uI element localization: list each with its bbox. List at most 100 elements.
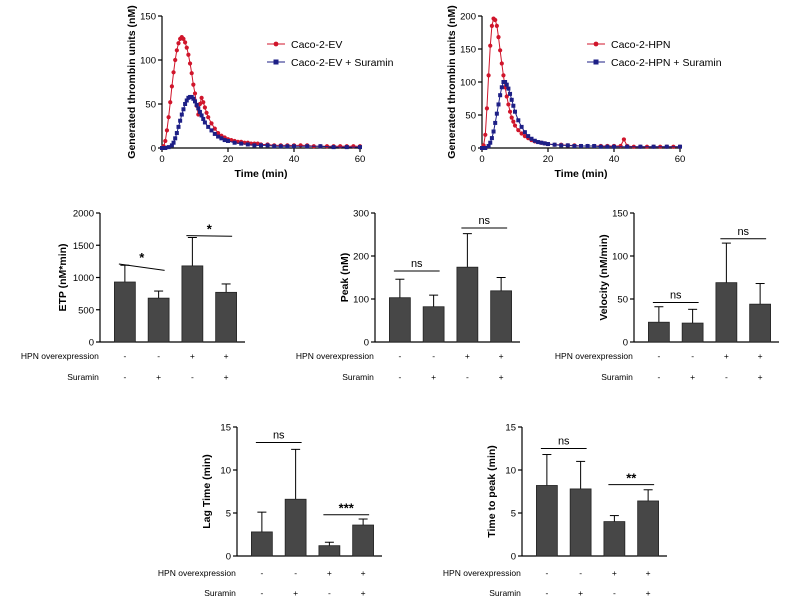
- data-point: [179, 112, 184, 117]
- data-point: [499, 85, 504, 90]
- data-point: [173, 136, 178, 141]
- data-point: [187, 61, 193, 66]
- y-tick-label: 0: [89, 338, 94, 349]
- data-point: [499, 61, 504, 66]
- data-point: [206, 124, 211, 129]
- bar: [251, 531, 273, 557]
- factor-table: HPN overexpression Suramin - - - + + - + +: [555, 351, 763, 382]
- data-point: [168, 100, 173, 105]
- thrombin-curve-chart-tg1: 0 50 100 150 0 20 40 60 Time (min) Generated thro…: [126, 5, 394, 180]
- data-point: [174, 48, 179, 53]
- suramin-sign: +: [758, 372, 763, 382]
- y-axis-title: Generated thrombin units (nM): [446, 5, 458, 158]
- data-point: [484, 106, 490, 111]
- data-point: [552, 142, 557, 147]
- suramin-label: Suramin: [342, 372, 374, 382]
- y-tick-label: 100: [460, 78, 476, 89]
- data-point: [163, 146, 168, 150]
- series-suramin: [160, 94, 362, 150]
- data-point: [194, 102, 199, 107]
- hpn-sign: +: [465, 351, 470, 361]
- data-point: [488, 43, 493, 48]
- suramin-label: Suramin: [601, 372, 633, 382]
- data-point: [176, 124, 181, 129]
- bar-chart-peak: 0 100 200 300 Peak (nM) ns ns HPN overexpressio…: [296, 209, 520, 382]
- data-point: [201, 100, 206, 105]
- y-tick-label: 150: [460, 45, 476, 56]
- y-tick-label: 50: [145, 100, 156, 111]
- data-point: [488, 140, 493, 145]
- data-point: [493, 17, 498, 23]
- hpn-sign: +: [190, 351, 195, 361]
- y-tick-label: 15: [505, 423, 516, 434]
- suramin-sign: -: [191, 372, 194, 382]
- y-tick-label: 0: [151, 144, 156, 155]
- y-axis-title: Time to peak (min): [486, 445, 498, 538]
- data-point: [638, 144, 643, 149]
- bar: [215, 291, 237, 343]
- data-point: [542, 141, 547, 146]
- bar-chart-ttp: 0 5 10 15 Time to peak (min) ns ** HPN overexpr…: [443, 423, 667, 598]
- data-point: [212, 131, 217, 136]
- data-point: [504, 82, 509, 87]
- data-point: [651, 144, 656, 149]
- hpn-sign: -: [260, 568, 263, 578]
- x-tick-label: 40: [609, 154, 620, 165]
- x-tick-label: 60: [675, 154, 686, 165]
- y-tick-label: 150: [612, 209, 628, 220]
- data-point: [209, 121, 214, 126]
- bar: [456, 266, 479, 343]
- data-point: [232, 140, 237, 145]
- suramin-sign: +: [361, 588, 366, 598]
- y-tick-label: 150: [140, 12, 156, 23]
- data-point: [239, 141, 244, 146]
- y-tick-label: 0: [364, 338, 369, 349]
- data-point: [166, 145, 171, 150]
- hpn-overexpression-label: HPN overexpression: [555, 351, 633, 361]
- data-point: [486, 144, 491, 149]
- data-point: [536, 140, 541, 145]
- data-point: [193, 99, 197, 104]
- data-point: [489, 23, 494, 28]
- significance-label: ns: [737, 226, 749, 238]
- significance-bracket: [186, 235, 233, 237]
- bar: [536, 485, 558, 557]
- y-tick-label: 1000: [73, 273, 94, 284]
- data-point: [486, 73, 491, 78]
- suramin-sign: +: [690, 372, 695, 382]
- data-point: [176, 41, 181, 46]
- data-point: [183, 40, 188, 45]
- data-point: [579, 144, 583, 149]
- data-point: [498, 93, 503, 98]
- data-point: [163, 138, 168, 144]
- hpn-sign: +: [646, 568, 651, 578]
- data-point: [226, 138, 230, 143]
- legend-label: Caco-2-EV: [291, 39, 342, 51]
- data-point: [513, 109, 517, 114]
- hpn-sign: +: [499, 351, 504, 361]
- bar: [637, 500, 659, 557]
- y-tick-label: 50: [465, 111, 476, 122]
- data-point: [351, 144, 356, 149]
- data-point: [173, 57, 178, 63]
- series-suramin: [480, 80, 682, 150]
- data-point: [186, 52, 191, 57]
- hpn-sign: +: [224, 351, 229, 361]
- suramin-label: Suramin: [67, 372, 99, 382]
- data-point: [532, 138, 537, 143]
- data-point: [199, 95, 204, 100]
- y-tick-label: 2000: [73, 209, 94, 220]
- significance-label: *: [207, 222, 213, 237]
- data-point: [160, 146, 164, 150]
- significance-label: **: [626, 471, 637, 486]
- data-point: [519, 131, 524, 136]
- suramin-sign: -: [260, 588, 263, 598]
- data-point: [491, 129, 496, 134]
- x-tick-label: 0: [159, 154, 164, 165]
- bar: [648, 321, 670, 343]
- data-point: [219, 136, 224, 141]
- series-control: [159, 35, 363, 151]
- x-tick-label: 40: [289, 154, 300, 165]
- data-point: [503, 80, 508, 84]
